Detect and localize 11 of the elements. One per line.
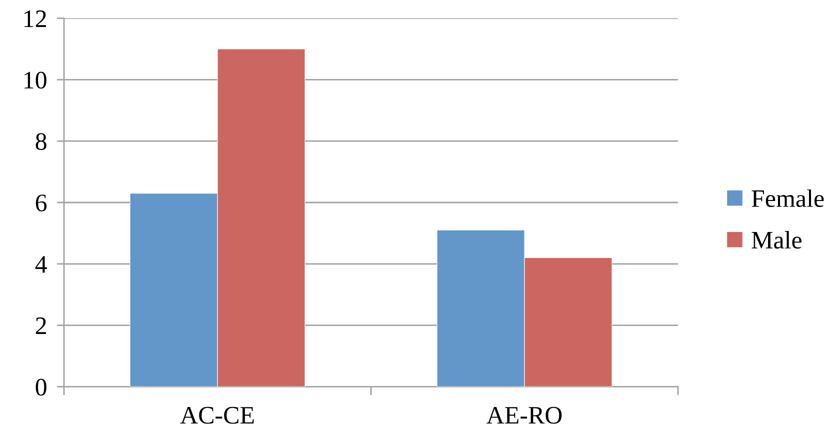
y-tick-label: 2 [36, 317, 46, 334]
legend-label: Male [752, 231, 802, 249]
x-tick-label: AE-RO [486, 406, 562, 424]
y-tick-label: 4 [35, 256, 47, 273]
y-tick-label: 6 [36, 194, 47, 212]
x-tick-label: AC-CE [180, 406, 254, 424]
y-tick-label: 8 [36, 133, 46, 150]
y-tick-label: 10 [24, 72, 46, 89]
y-tick-label: 0 [36, 378, 46, 396]
legend-label: Female [752, 189, 824, 208]
y-tick-label: 12 [24, 10, 46, 27]
